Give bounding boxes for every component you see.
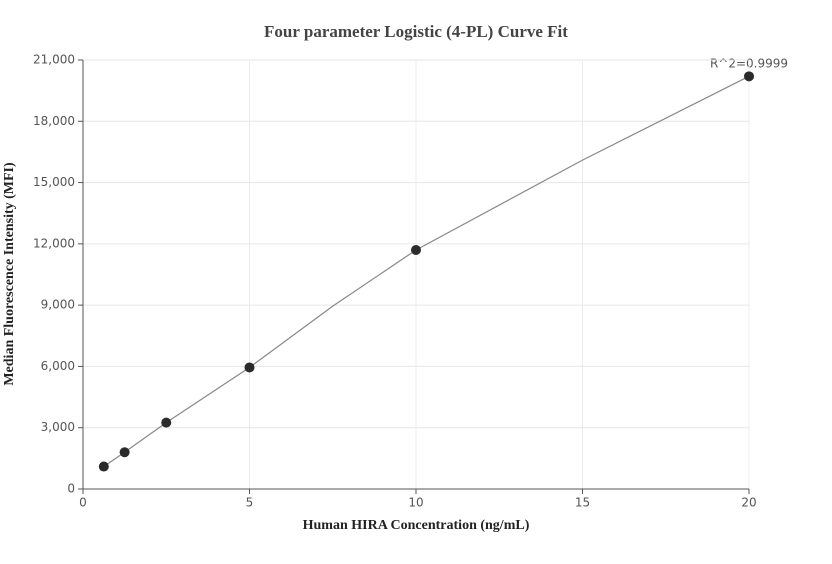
data-point (98, 461, 109, 472)
y-tick-label: 6,000 (41, 359, 75, 373)
x-tick-label: 20 (741, 496, 756, 510)
y-tick-label: 18,000 (33, 114, 75, 128)
x-axis-title: Human HIRA Concentration (ng/mL) (303, 518, 530, 533)
data-point (244, 362, 255, 373)
data-point (411, 244, 421, 255)
data-point (744, 71, 754, 82)
y-tick-label: 12,000 (33, 236, 75, 250)
data-point (119, 447, 130, 458)
y-tick-label: 3,000 (41, 420, 75, 434)
fit-curve (103, 75, 750, 468)
y-tick-label: 0 (67, 482, 75, 496)
x-tick-label: 0 (79, 496, 87, 510)
x-tick-label: 5 (246, 496, 254, 510)
chart-title: Four parameter Logistic (4-PL) Curve Fit (264, 22, 568, 41)
y-tick-label: 15,000 (33, 175, 75, 189)
x-tick-label: 15 (575, 496, 590, 510)
y-tick-label: 21,000 (33, 53, 75, 67)
y-axis-title: Median Fluorescence Intensity (MFI) (2, 162, 17, 386)
data-point (161, 417, 172, 428)
x-tick-label: 10 (408, 496, 423, 510)
y-tick-label: 9,000 (41, 298, 75, 312)
